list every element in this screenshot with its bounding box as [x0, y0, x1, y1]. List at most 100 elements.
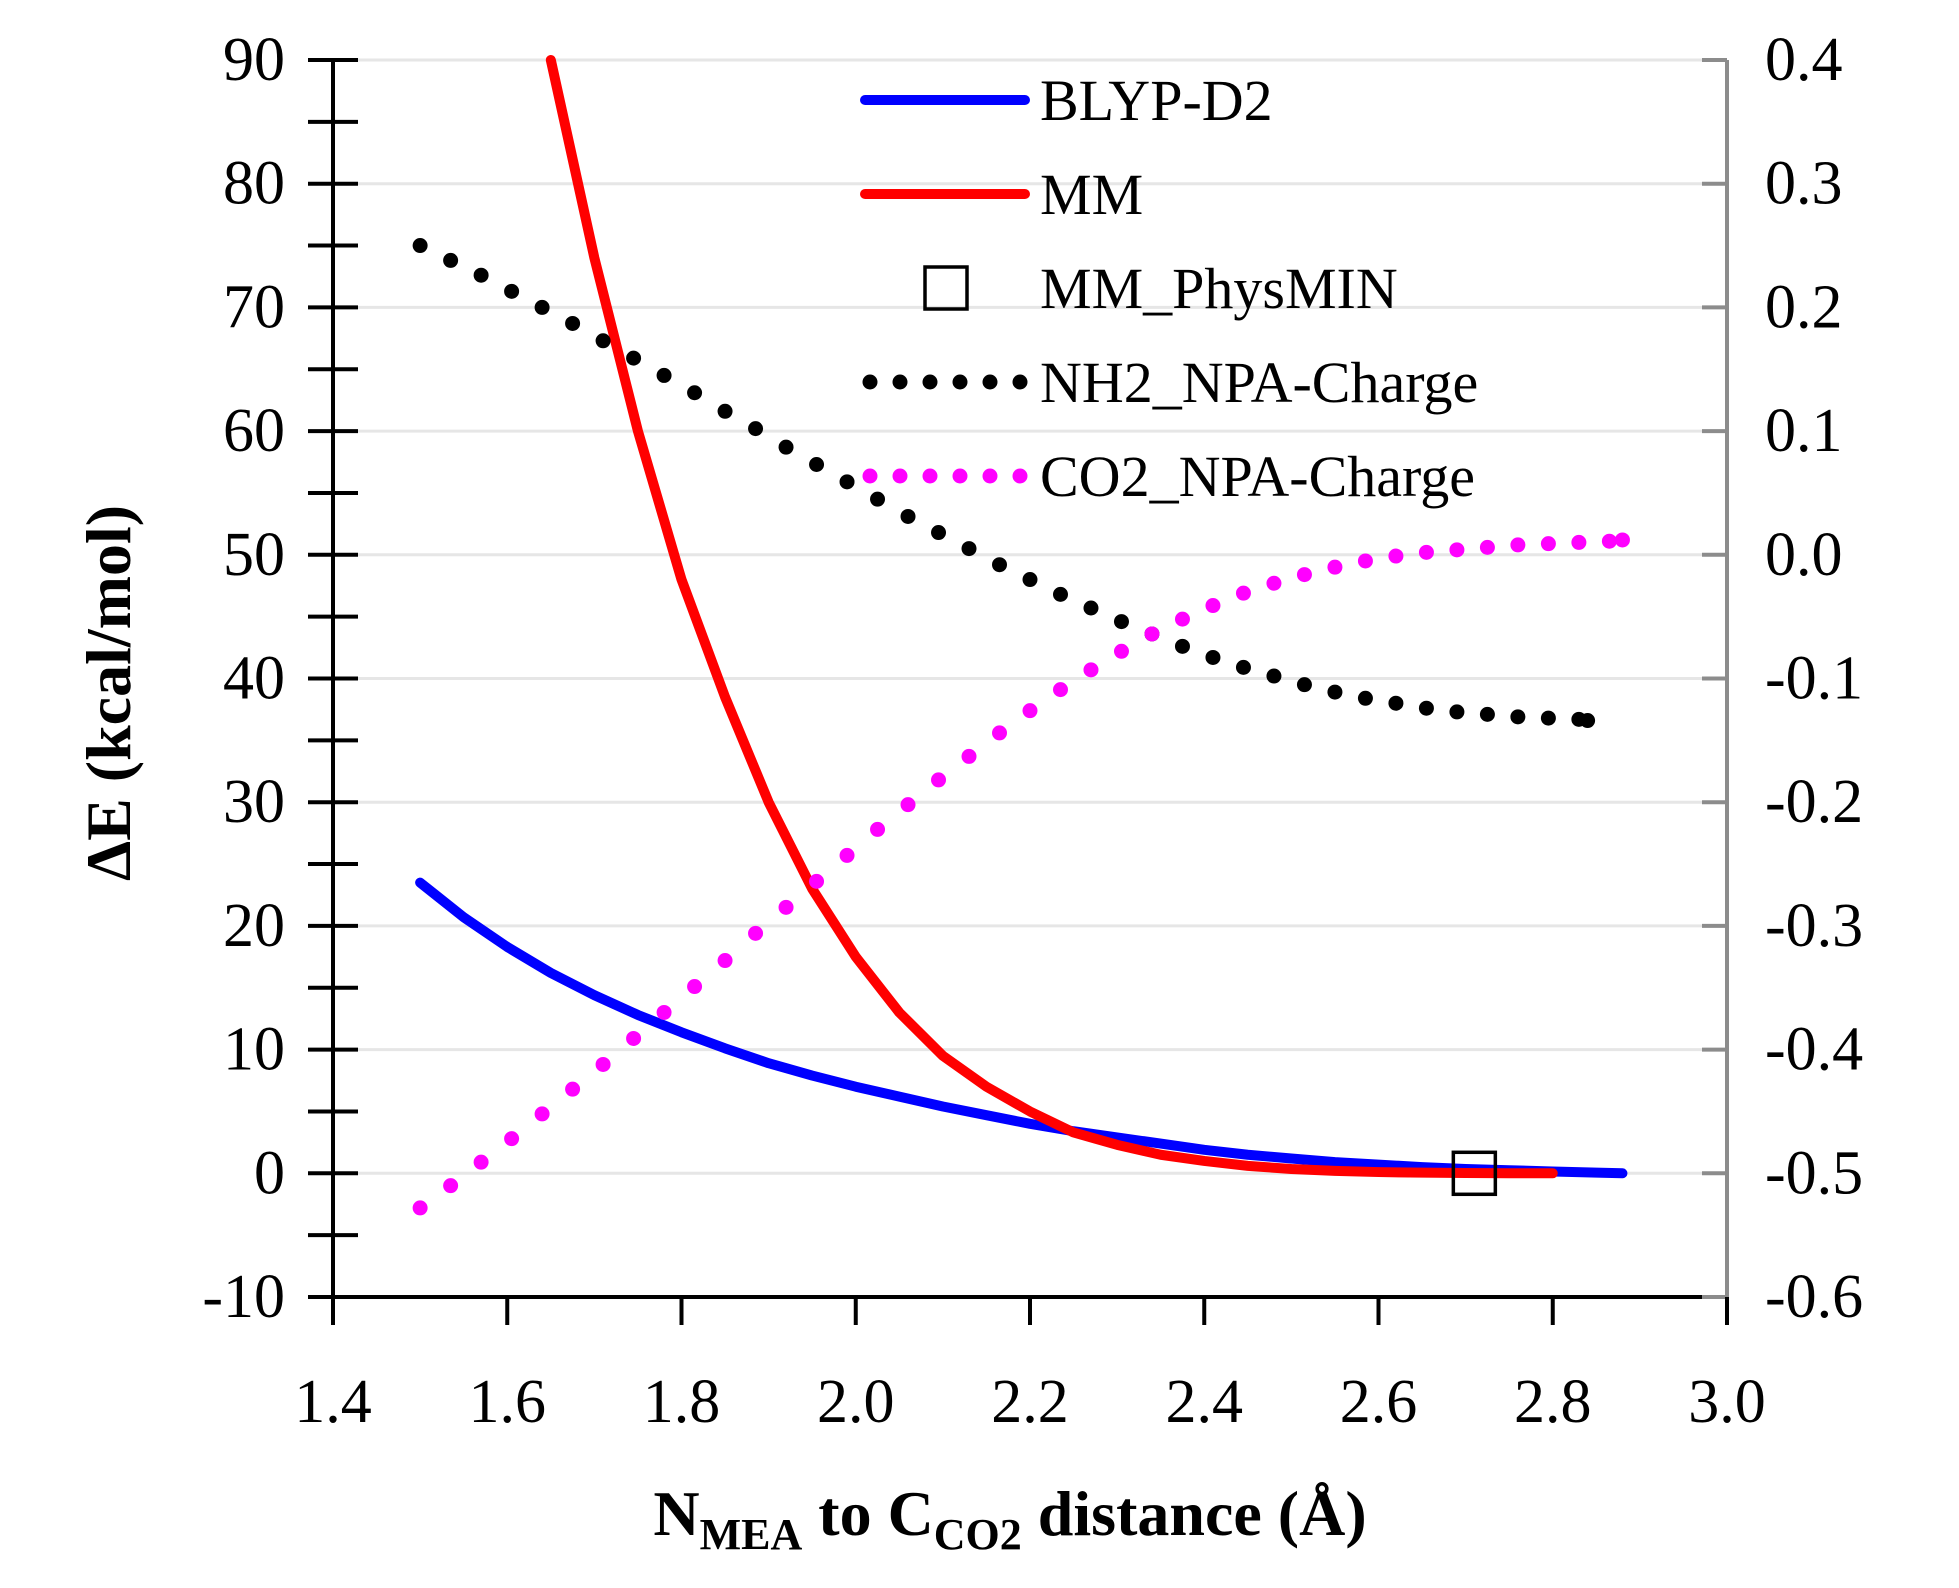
series-point-co2-npa-charge: [778, 899, 794, 915]
series-point-co2-npa-charge: [443, 1178, 459, 1194]
y-tick-label: 50: [223, 521, 285, 589]
series-point-nh2-npa-charge: [473, 267, 489, 283]
legend-swatch-dot-co2-npa-charge: [922, 468, 938, 484]
legend-swatch-dot-co2-npa-charge: [952, 468, 968, 484]
series-point-nh2-npa-charge: [1449, 704, 1465, 720]
series-point-nh2-npa-charge: [1327, 684, 1343, 700]
series-point-co2-npa-charge: [1479, 539, 1495, 555]
series-line-mm: [545, 55, 1558, 1179]
series-point-nh2-npa-charge: [778, 439, 794, 455]
series-point-co2-npa-charge: [900, 797, 916, 813]
series-point-co2-npa-charge: [870, 821, 886, 837]
series-point-co2-npa-charge: [748, 925, 764, 941]
series-point-nh2-npa-charge: [961, 541, 977, 557]
series-point-nh2-npa-charge: [1205, 649, 1221, 665]
legend-label-co2-npa-charge: CO2_NPA-Charge: [1040, 444, 1475, 509]
series-point-nh2-npa-charge: [687, 385, 703, 401]
series-point-co2-npa-charge: [412, 1200, 428, 1216]
x-tick-label: 1.4: [294, 1368, 372, 1436]
series-point-nh2-npa-charge: [1022, 572, 1038, 588]
grid-lines: [333, 58, 1727, 1299]
legend-swatch-mm-physmin: [923, 265, 969, 311]
y-tick-label: 0: [254, 1139, 285, 1207]
series-point-nh2-npa-charge: [1052, 586, 1068, 602]
series-point-co2-npa-charge: [1144, 626, 1160, 642]
legend-swatch-dot-nh2-npa-charge: [982, 374, 998, 390]
series-point-nh2-npa-charge: [1083, 600, 1099, 616]
axes: -10 0 10 20 30 40 50 60 70 80 90 -0.6 -0.5 -0.4 -0.3 -0…: [202, 26, 1863, 1436]
series-point-nh2-npa-charge: [1357, 690, 1373, 706]
series-point-nh2-npa-charge: [626, 350, 642, 366]
plot-series: [412, 55, 1630, 1216]
x-tick-label: 1.6: [469, 1368, 547, 1436]
series-point-nh2-npa-charge: [870, 491, 886, 507]
series-point-nh2-npa-charge: [1174, 638, 1190, 654]
series-point-co2-npa-charge: [1357, 553, 1373, 569]
legend-swatch-dot-nh2-npa-charge: [862, 374, 878, 390]
legend-swatch-dot-nh2-npa-charge: [922, 374, 938, 390]
y2-tick-label: 0.4: [1765, 26, 1843, 94]
legend-label-mm-physmin: MM_PhysMIN: [1040, 256, 1398, 321]
series-point-nh2-npa-charge: [809, 456, 825, 472]
x-tick-label: 2.8: [1514, 1368, 1592, 1436]
series-point-nh2-npa-charge: [1388, 695, 1404, 711]
series-line-blyp-d2: [415, 877, 1628, 1179]
legend-label-mm: MM: [1040, 162, 1143, 227]
series-point-co2-npa-charge: [931, 772, 947, 788]
series-point-co2-npa-charge: [1540, 536, 1556, 552]
series-point-nh2-npa-charge: [595, 333, 611, 349]
series-point-nh2-npa-charge: [534, 299, 550, 315]
series-point-co2-npa-charge: [687, 979, 703, 995]
series-point-co2-npa-charge: [1601, 533, 1617, 549]
y2-tick-label: 0.1: [1765, 397, 1843, 465]
series-point-co2-npa-charge: [839, 847, 855, 863]
series-point-co2-npa-charge: [626, 1030, 642, 1046]
legend-swatch-dot-co2-npa-charge: [862, 468, 878, 484]
series-point-co2-npa-charge: [1266, 575, 1282, 591]
series-point-nh2-npa-charge: [412, 238, 428, 254]
y-tick-label: 30: [223, 768, 285, 836]
series-point-nh2-npa-charge: [992, 557, 1008, 573]
y-tick-label: 20: [223, 892, 285, 960]
series-point-co2-npa-charge: [656, 1004, 672, 1020]
x-axis-title-sub2: CO2: [934, 1510, 1022, 1559]
series-point-co2-npa-charge: [717, 953, 733, 969]
series-point-nh2-npa-charge: [1235, 659, 1251, 675]
series-point-co2-npa-charge: [1571, 534, 1587, 550]
series-point-nh2-npa-charge: [1580, 713, 1596, 729]
series-point-co2-npa-charge: [1418, 544, 1434, 560]
series-point-co2-npa-charge: [1052, 682, 1068, 698]
series-point-co2-npa-charge: [1022, 703, 1038, 719]
legend-swatch-dot-co2-npa-charge: [982, 468, 998, 484]
legend-label-blyp-d2: BLYP-D2: [1040, 68, 1273, 133]
series-point-co2-npa-charge: [1083, 662, 1099, 678]
y-tick-label: 10: [223, 1016, 285, 1084]
series-point-nh2-npa-charge: [900, 508, 916, 524]
x-axis-title: NMEA to CCO2 distance (Å): [653, 1478, 1366, 1559]
x-axis-title-sub1: MEA: [700, 1510, 803, 1559]
series-point-nh2-npa-charge: [565, 315, 581, 331]
series-point-nh2-npa-charge: [656, 367, 672, 383]
legend-swatch-dot-co2-npa-charge: [892, 468, 908, 484]
legend-label-nh2-npa-charge: NH2_NPA-Charge: [1040, 350, 1478, 415]
y-axis-title: ΔE (kcal/mol): [73, 505, 144, 881]
legend-swatch-dot-nh2-npa-charge: [1012, 374, 1028, 390]
x-tick-label: 1.8: [643, 1368, 721, 1436]
series-point-co2-npa-charge: [961, 748, 977, 764]
series-point-co2-npa-charge: [1449, 542, 1465, 558]
y2-tick-label: -0.5: [1765, 1139, 1863, 1207]
y-tick-label: 80: [223, 150, 285, 218]
x-tick-label: 2.2: [991, 1368, 1069, 1436]
x-tick-label: 2.0: [817, 1368, 895, 1436]
legend: BLYP-D2 MM MM_PhysMIN NH2_NPA-Charge CO2_NPA…: [860, 68, 1478, 509]
series-point-co2-npa-charge: [1296, 567, 1312, 583]
series-point-co2-npa-charge: [1174, 611, 1190, 627]
series-point-co2-npa-charge: [1614, 532, 1630, 548]
x-tick-label: 2.4: [1166, 1368, 1244, 1436]
series-point-nh2-npa-charge: [1266, 668, 1282, 684]
series-point-co2-npa-charge: [1327, 559, 1343, 575]
x-tick-label: 3.0: [1688, 1368, 1766, 1436]
x-axis-title-main: N: [653, 1478, 699, 1549]
series-point-co2-npa-charge: [1510, 537, 1526, 553]
y2-tick-label: -0.6: [1765, 1263, 1863, 1331]
